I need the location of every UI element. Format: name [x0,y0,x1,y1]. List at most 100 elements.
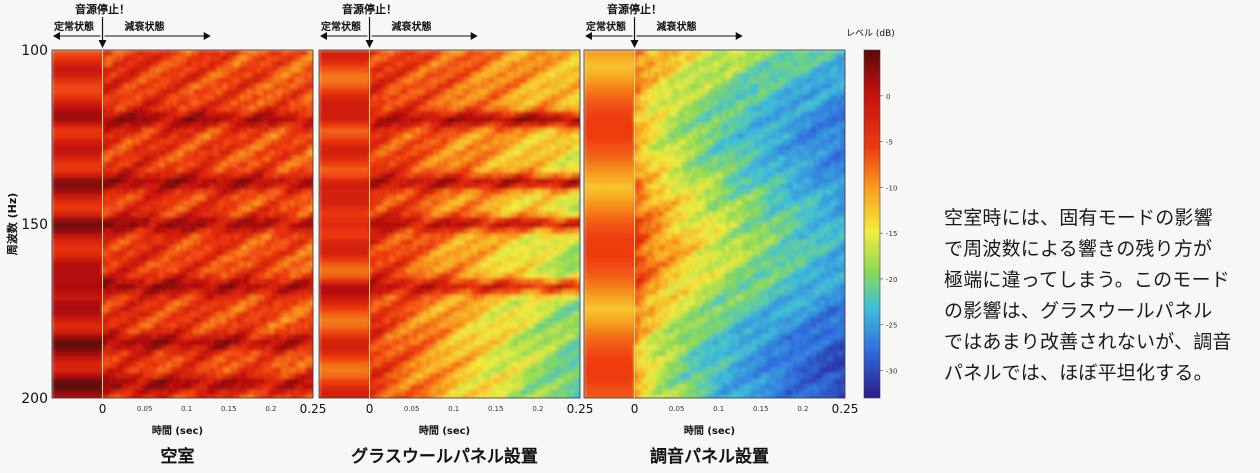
heat-cell [146,150,151,157]
heat-cell [132,77,137,85]
heat-cell [156,233,161,240]
heat-cell [294,322,299,329]
heat-cell [166,395,171,398]
heat-cell [247,178,252,185]
heat-cell [206,217,211,224]
heat-cell [254,122,259,129]
heat-cell [220,228,225,235]
heat-cell [264,267,269,274]
heat-cell [237,183,242,190]
heat-cell [294,278,299,285]
heat-cell [82,384,87,391]
heat-cell [223,178,228,185]
heat-cell [291,83,296,90]
heat-cell [139,83,144,90]
heat-cell [213,389,218,396]
heat-cell [284,61,289,68]
heat-cell [196,306,201,313]
heat-cell [243,267,248,274]
heat-cell [119,289,124,296]
heat-cell [190,395,195,398]
heat-cell [220,311,225,318]
heat-cell [233,250,238,257]
heat-cell [52,378,56,385]
heat-cell [68,222,73,229]
heat-cell [169,350,174,357]
heat-cell [247,289,252,296]
heat-cell [82,222,87,229]
heat-cell [169,222,174,229]
heat-cell [55,311,60,318]
heat-cell [186,278,191,285]
heat-cell [196,361,201,368]
heat-cell [115,294,120,302]
heat-cell [82,261,87,268]
heat-cell [243,222,248,229]
heat-cell [206,150,211,157]
heat-cell [284,66,289,73]
heat-cell [196,261,201,268]
heat-cell [257,88,262,96]
heat-cell [311,333,313,341]
heat-cell [75,333,80,341]
heat-cell [179,200,184,207]
heat-cell [52,211,56,218]
heat-cell [173,222,178,229]
heat-cell [119,267,124,274]
heat-cell [149,244,154,252]
heat-cell [294,111,299,118]
heat-cell [287,267,292,274]
heat-cell [126,283,131,291]
heat-cell [75,222,80,229]
heat-cell [210,105,215,112]
heat-cell [322,72,327,79]
heat-cell [146,300,151,307]
heat-cell [287,361,292,368]
heat-cell [304,250,309,257]
heat-cell [260,306,265,313]
heat-cell [179,50,184,57]
heat-cell [85,55,90,62]
heat-cell [206,244,211,252]
heat-cell [82,250,87,257]
heat-cell [115,289,120,296]
heat-cell [122,378,127,385]
heat-cell [112,105,117,112]
heat-cell [223,328,228,335]
heat-cell [183,183,188,190]
heat-cell [267,83,272,90]
heat-cell [109,233,114,240]
heat-cell [58,356,63,363]
heat-cell [297,116,302,123]
heat-cell [142,333,147,341]
heat-cell [297,244,302,252]
heat-cell [274,345,279,352]
heat-cell [260,317,265,324]
heat-cell [223,127,228,135]
heat-cell [136,283,141,291]
heat-cell [78,178,83,185]
heat-cell [62,345,67,352]
heat-cell [190,244,195,252]
heat-cell [122,300,127,307]
heat-cell [78,150,83,157]
heat-cell [230,283,235,291]
heat-cell [136,345,141,352]
heat-cell [250,350,255,357]
heat-cell [237,172,242,179]
heat-cell [122,372,127,380]
heat-cell [223,189,228,196]
heat-cell [237,50,242,57]
heat-cell [58,88,63,96]
heat-cell [193,256,198,263]
heat-cell [78,166,83,174]
heat-cell [153,250,157,257]
heat-cell [105,300,110,307]
heat-cell [65,239,70,246]
heat-cell [169,333,174,341]
heat-cell [294,289,299,296]
heat-cell [240,250,245,257]
heat-cell [82,139,87,146]
heat-cell [196,133,201,140]
heat-cell [257,194,262,201]
